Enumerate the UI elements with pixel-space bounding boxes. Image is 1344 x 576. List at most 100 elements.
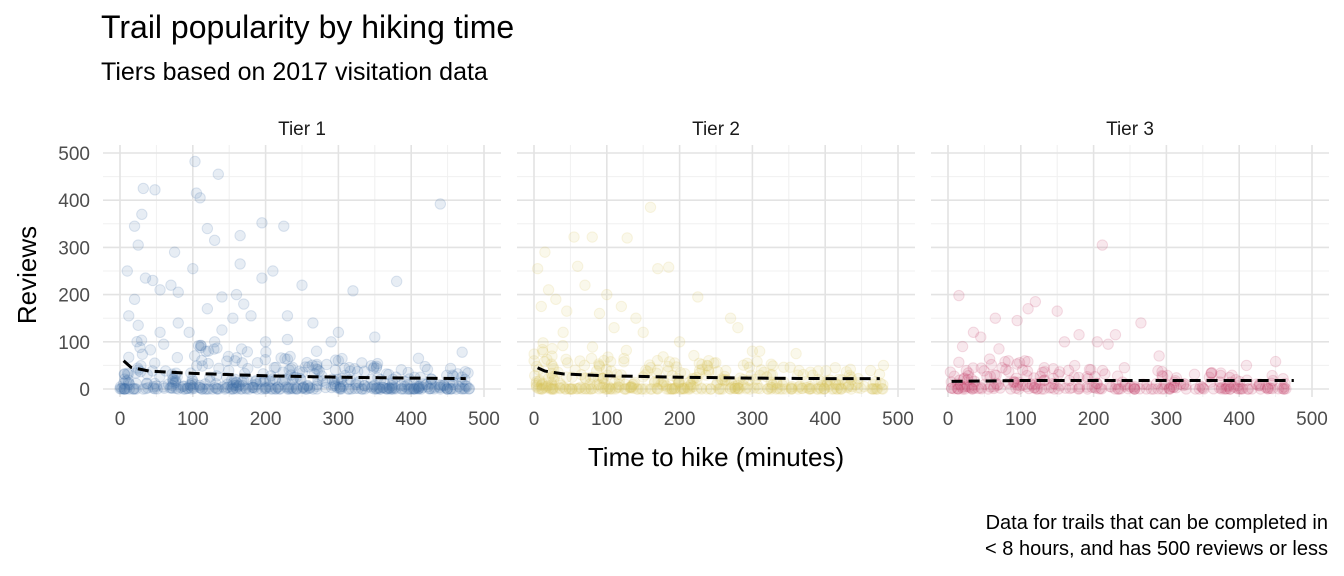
data-point xyxy=(578,359,591,372)
data-point xyxy=(533,375,545,388)
data-point xyxy=(635,383,647,395)
data-point xyxy=(609,383,622,395)
data-point xyxy=(874,377,887,390)
data-point xyxy=(690,383,703,395)
data-point xyxy=(1196,381,1208,393)
data-point xyxy=(571,260,584,272)
data-point xyxy=(740,381,753,394)
data-point xyxy=(543,382,556,394)
caption-line-2: < 8 hours, and has 500 reviews or less xyxy=(985,538,1328,560)
data-point xyxy=(281,310,294,322)
data-point xyxy=(358,379,370,392)
panel-strip-label: Tier 2 xyxy=(692,119,740,140)
data-point xyxy=(855,382,867,395)
data-point xyxy=(1128,383,1141,395)
data-point xyxy=(349,382,361,395)
data-point xyxy=(664,383,677,395)
data-point xyxy=(183,326,195,339)
data-point xyxy=(999,355,1011,368)
data-point xyxy=(179,383,191,395)
data-point xyxy=(134,341,146,354)
data-point xyxy=(462,367,474,379)
data-point xyxy=(165,279,177,291)
data-point xyxy=(851,382,864,394)
data-point xyxy=(169,375,182,387)
data-point xyxy=(545,358,558,370)
data-point xyxy=(187,381,199,393)
data-point xyxy=(547,381,559,394)
data-point xyxy=(301,356,313,369)
data-point xyxy=(1010,372,1023,385)
data-point xyxy=(201,222,214,235)
data-point xyxy=(297,382,309,394)
x-tick-label: 100 xyxy=(177,409,209,430)
data-point xyxy=(695,382,707,394)
data-point xyxy=(967,362,979,374)
data-point xyxy=(407,383,420,395)
data-point xyxy=(542,284,555,296)
data-point xyxy=(370,382,382,395)
data-point xyxy=(409,383,422,395)
data-point xyxy=(536,343,549,356)
data-point xyxy=(601,383,613,395)
data-point xyxy=(732,377,745,389)
data-point xyxy=(184,382,197,394)
data-point xyxy=(1003,365,1015,378)
data-point xyxy=(206,383,219,395)
data-point xyxy=(540,382,552,394)
data-point xyxy=(373,381,385,394)
data-point xyxy=(876,383,888,395)
data-point xyxy=(217,381,229,393)
data-point xyxy=(632,383,644,395)
data-point xyxy=(766,379,779,391)
data-point xyxy=(441,383,454,395)
x-tick-label: 400 xyxy=(395,409,427,430)
data-point xyxy=(615,300,628,313)
data-point xyxy=(604,382,616,395)
data-point xyxy=(319,381,332,394)
data-point xyxy=(530,375,543,388)
data-point xyxy=(116,382,128,395)
data-point xyxy=(371,357,384,370)
data-point xyxy=(946,382,958,394)
data-point xyxy=(585,383,598,395)
data-point xyxy=(762,383,774,395)
data-point xyxy=(740,383,752,395)
data-point xyxy=(403,383,415,395)
data-point xyxy=(259,353,272,366)
data-point xyxy=(246,382,258,394)
data-point xyxy=(1111,370,1124,382)
data-point xyxy=(334,381,346,394)
data-point xyxy=(732,321,744,334)
data-point xyxy=(613,381,625,394)
data-point xyxy=(1109,329,1122,341)
data-point xyxy=(202,345,215,357)
data-point xyxy=(593,359,606,372)
data-point xyxy=(369,331,381,343)
data-point xyxy=(281,353,294,365)
data-point xyxy=(710,356,722,369)
data-point xyxy=(657,351,669,363)
data-point xyxy=(796,382,809,395)
data-point xyxy=(227,312,239,324)
data-point xyxy=(619,383,631,395)
data-point xyxy=(724,312,737,324)
data-point xyxy=(311,358,323,371)
data-point xyxy=(114,383,126,395)
data-point xyxy=(703,354,715,367)
data-point xyxy=(831,383,844,395)
data-point xyxy=(682,383,695,395)
data-point xyxy=(230,382,242,394)
data-point xyxy=(438,380,450,392)
data-point xyxy=(546,379,558,391)
data-point xyxy=(299,361,312,373)
data-point xyxy=(624,381,636,394)
data-point xyxy=(233,379,245,391)
panel-1: Tier 1 0 100 200 300 400 500 xyxy=(103,119,501,430)
data-point xyxy=(630,312,642,324)
data-point xyxy=(251,383,263,395)
data-point xyxy=(171,351,184,364)
data-point xyxy=(446,382,458,395)
data-point xyxy=(441,383,453,395)
data-point xyxy=(1038,362,1050,374)
